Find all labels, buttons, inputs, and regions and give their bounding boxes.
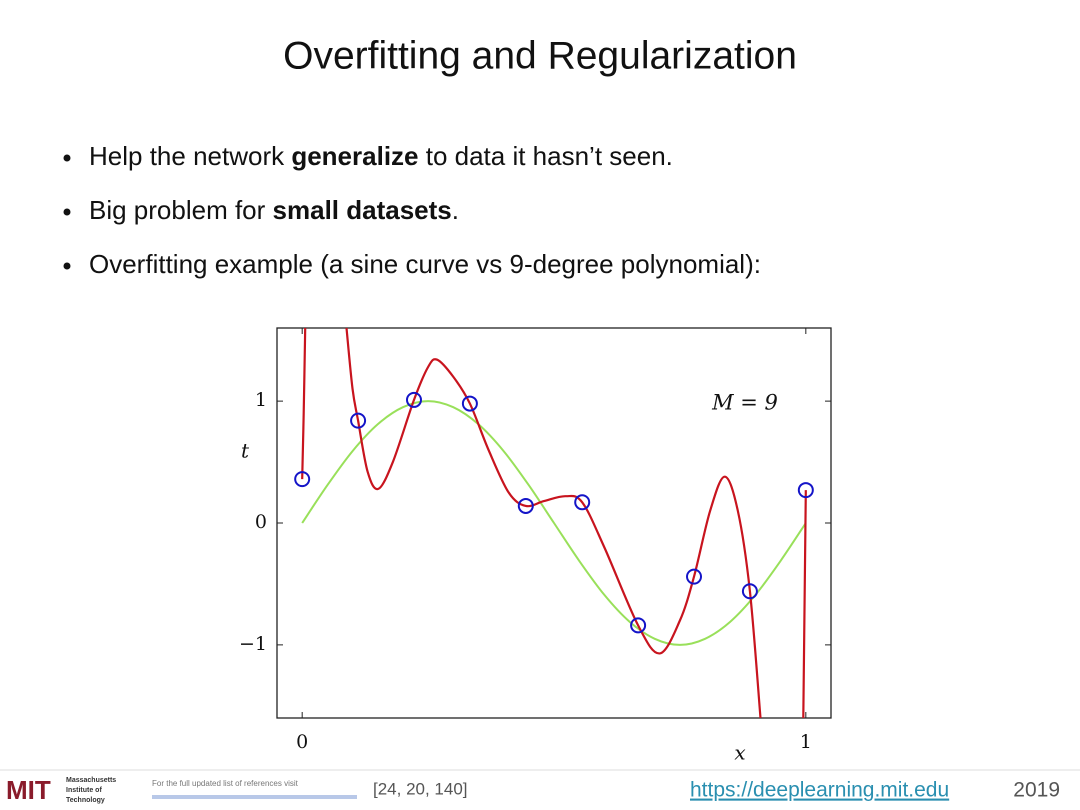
bullet-segment: small datasets (273, 195, 452, 225)
references-link[interactable] (152, 795, 357, 799)
data-point (630, 617, 647, 634)
bullet-list: Help the network generalize to data it h… (63, 141, 761, 279)
x-tick-label: 0 (296, 731, 308, 753)
data-point (797, 482, 814, 499)
data-point (405, 391, 422, 408)
x-axis-label: x (734, 741, 745, 765)
bullet-dot (63, 154, 71, 162)
institute-line: Technology (66, 797, 105, 804)
reference-numbers: [24, 20, 140] (373, 779, 468, 798)
institute-line: Massachusetts (66, 777, 116, 784)
data-point (686, 568, 703, 585)
references-note: For the full updated list of references … (152, 779, 299, 788)
y-axis-label: t (241, 439, 250, 463)
x-tick-label: 1 (800, 731, 812, 753)
annotation: M = 9 (711, 391, 778, 415)
bullet-segment: Big problem for (89, 195, 273, 225)
data-point (574, 494, 591, 511)
footer: MIT Massachusetts Institute of Technolog… (0, 769, 1080, 805)
plot-area (301, 328, 807, 718)
bullet-text: Help the network generalize to data it h… (89, 141, 673, 171)
y-tick-label: −1 (239, 633, 267, 655)
bullet-segment: Overfitting example (a sine curve vs 9-d… (89, 249, 761, 279)
chart: −1 0 1 0 1 x t M = 9 (239, 327, 832, 765)
bullet-text: Overfitting example (a sine curve vs 9-d… (89, 249, 761, 279)
course-url[interactable]: https://deeplearning.mit.edu (690, 779, 949, 802)
bullet-text: Big problem for small datasets. (89, 195, 459, 225)
data-point (350, 412, 367, 429)
data-point (517, 497, 534, 514)
bullet-segment: generalize (291, 141, 418, 171)
bullet-segment: Help the network (89, 141, 291, 171)
data-point (741, 583, 758, 600)
bullet-dot (63, 262, 71, 270)
institute-line: Institute of (66, 787, 102, 794)
data-point (294, 471, 311, 488)
data-point (461, 395, 478, 412)
bullet-segment: to data it hasn’t seen. (419, 141, 673, 171)
y-tick-label: 1 (255, 389, 267, 411)
slide-title: Overfitting and Regularization (283, 34, 797, 77)
bullet-dot (63, 208, 71, 216)
mit-logo: MIT (6, 775, 51, 805)
year: 2019 (1013, 779, 1060, 802)
bullet-segment: . (452, 195, 459, 225)
curve (301, 400, 807, 646)
y-tick-label: 0 (255, 511, 267, 533)
